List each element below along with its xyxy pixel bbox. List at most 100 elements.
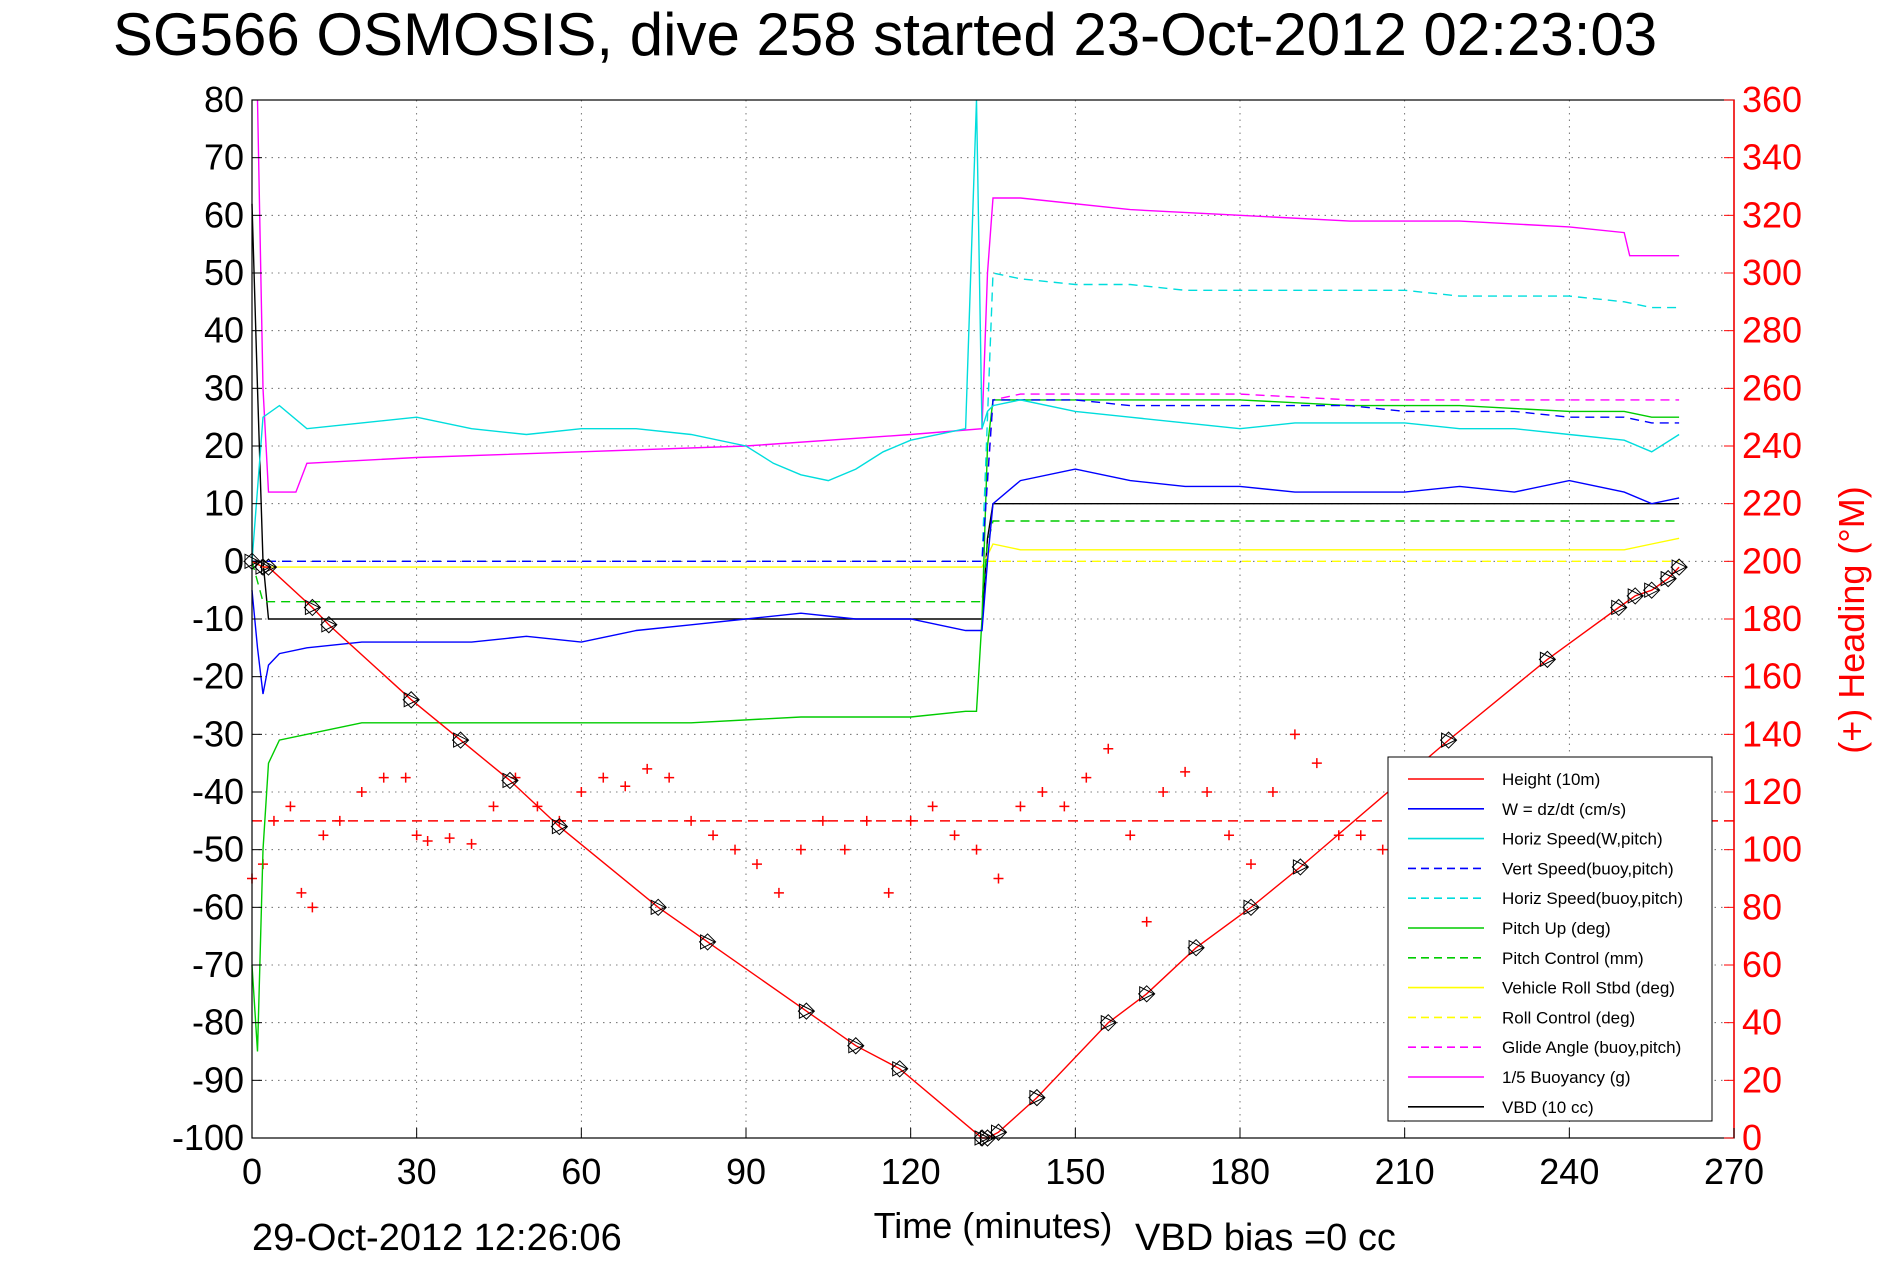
heading-point <box>927 801 938 812</box>
tick-label-y: -40 <box>192 771 244 812</box>
legend-box <box>1387 756 1713 1122</box>
tick-label-x: 240 <box>1539 1151 1599 1192</box>
legend-label: W = dz/dt (cm/s) <box>1502 800 1626 819</box>
y-axis-right-label: (+) Heading (°M) <box>1831 486 1872 753</box>
tick-label-x: 150 <box>1045 1151 1105 1192</box>
legend-label: Vert Speed(buoy,pitch) <box>1502 859 1674 878</box>
height-marker <box>797 1002 816 1020</box>
heading-point <box>664 772 675 783</box>
heading-point <box>1311 758 1322 769</box>
height-marker <box>1659 569 1677 588</box>
height-marker <box>698 933 717 951</box>
series-line-pitch-control-mm <box>251 520 1680 603</box>
heading-point <box>1141 916 1152 927</box>
tick-label-y-right: 320 <box>1742 194 1802 235</box>
tick-label-y: -80 <box>192 1002 244 1043</box>
tick-label-x: 180 <box>1210 1151 1270 1192</box>
heading-point <box>1202 787 1213 797</box>
heading-point <box>1158 787 1169 797</box>
heading-point <box>296 887 307 898</box>
heading-point <box>708 830 719 841</box>
height-marker <box>1028 1088 1046 1107</box>
height-marker <box>1291 858 1310 876</box>
legend-label: Height (10m) <box>1502 770 1600 789</box>
height-marker <box>259 558 278 576</box>
tick-label-y: 70 <box>204 137 244 178</box>
tick-label-y: 80 <box>204 79 244 120</box>
heading-point <box>642 763 653 774</box>
tick-label-y: 30 <box>204 367 244 408</box>
legend-label: Vehicle Roll Stbd (deg) <box>1502 979 1675 998</box>
series-line-pitch-up-deg <box>251 399 1680 1052</box>
heading-point <box>1081 772 1092 783</box>
tick-label-y-right: 280 <box>1742 310 1802 351</box>
tick-label-y-right: 200 <box>1742 540 1802 581</box>
height-marker <box>550 817 569 836</box>
tick-label-x: 270 <box>1704 1151 1764 1192</box>
tick-label-y: -20 <box>192 656 244 697</box>
heading-point <box>466 838 477 849</box>
heading-point <box>1180 766 1191 777</box>
height-marker <box>1610 598 1628 617</box>
heading-point <box>883 887 894 898</box>
heading-point <box>422 836 433 847</box>
tick-label-y-right: 360 <box>1742 79 1802 120</box>
tick-label-x: 30 <box>397 1151 437 1192</box>
heading-point <box>795 844 806 855</box>
legend-label: Glide Angle (buoy,pitch) <box>1502 1038 1681 1057</box>
heading-point <box>356 787 367 797</box>
tick-label-y-right: 20 <box>1742 1059 1782 1100</box>
tick-label-y-right: 60 <box>1742 944 1782 985</box>
heading-point <box>1245 859 1256 870</box>
height-marker <box>320 616 338 634</box>
tick-label-y: -100 <box>172 1117 244 1158</box>
y-axis-left: 80 70 60 50 40 30 20 10 0 -10 -20 -30 -40 -50 -60 -70 -8… <box>172 79 262 1158</box>
heading-point <box>949 830 960 841</box>
chart-title: SG566 OSMOSIS, dive 258 started 23-Oct-2… <box>113 1 1657 68</box>
heading-point <box>861 815 872 826</box>
heading-point <box>1059 801 1070 812</box>
series-line-vert-speed-buoy-pitch <box>252 399 1680 562</box>
heading-point <box>971 844 982 855</box>
tick-label-x: 0 <box>242 1151 262 1192</box>
footer-vbd-bias: VBD bias =0 cc <box>1135 1217 1396 1259</box>
heading-point <box>993 873 1004 884</box>
tick-label-y: 10 <box>204 483 244 524</box>
heading-point <box>318 830 329 841</box>
heading-point <box>1125 830 1136 841</box>
tick-label-y-right: 0 <box>1742 1117 1762 1158</box>
heading-point <box>905 815 916 826</box>
heading-point <box>576 787 587 797</box>
legend-label: Horiz Speed(W,pitch) <box>1502 830 1663 849</box>
tick-label-y: 60 <box>204 194 244 235</box>
height-marker <box>254 558 272 576</box>
heading-point <box>751 859 762 870</box>
heading-point <box>839 844 850 855</box>
heading-point <box>1015 801 1026 812</box>
legend-label: Pitch Control (mm) <box>1502 949 1644 968</box>
tick-label-y: -50 <box>192 829 244 870</box>
heading-point <box>730 844 741 855</box>
series-line-w-dz-dt-cm-s <box>251 468 1680 695</box>
height-marker <box>1242 898 1260 917</box>
heading-point <box>1377 844 1388 855</box>
heading-point <box>1037 787 1048 797</box>
tick-label-y: -60 <box>192 886 244 927</box>
tick-label-y-right: 40 <box>1742 1002 1782 1043</box>
series-line-1-5-buoyancy-g <box>256 99 1680 493</box>
heading-point <box>334 815 345 826</box>
heading-point <box>686 815 697 826</box>
legend-label: VBD (10 cc) <box>1502 1098 1594 1117</box>
tick-label-y-right: 180 <box>1742 598 1802 639</box>
height-marker <box>1439 731 1458 749</box>
series-line-horiz-speed-buoy-pitch <box>252 272 1680 562</box>
heading-point <box>554 815 565 826</box>
height-marker <box>1670 558 1688 576</box>
tick-label-y: 20 <box>204 425 244 466</box>
heading-point <box>444 833 455 844</box>
tick-label-y: -10 <box>192 598 244 639</box>
height-marker <box>1538 650 1557 669</box>
tick-label-x: 120 <box>881 1151 941 1192</box>
heading-point <box>307 902 318 913</box>
tick-label-y: 0 <box>224 540 244 581</box>
